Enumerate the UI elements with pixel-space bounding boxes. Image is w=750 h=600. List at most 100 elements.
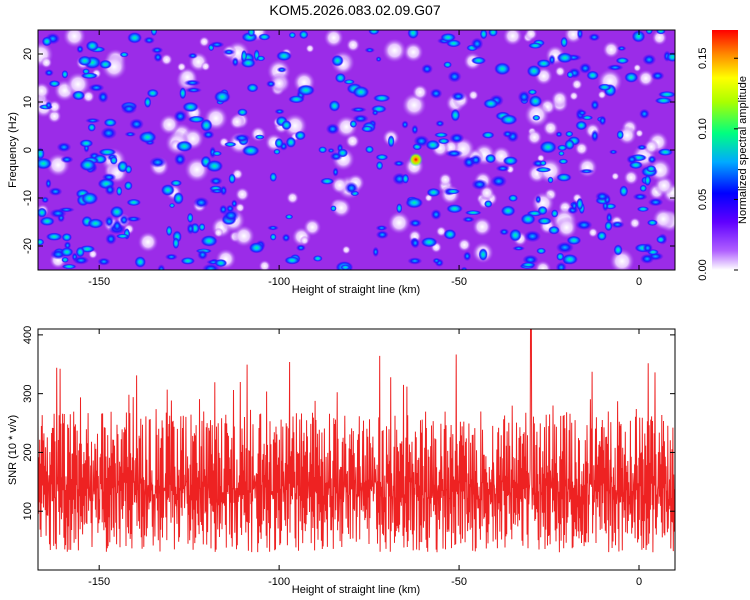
- heatmap-cell: [387, 135, 395, 148]
- heatmap-cell: [432, 257, 441, 264]
- heatmap-low-patch: [577, 157, 598, 178]
- heatmap-cell: [169, 202, 176, 209]
- heatmap-cell: [644, 174, 652, 187]
- heatmap-low-patch: [213, 227, 224, 238]
- heatmap-low-patch: [652, 208, 675, 231]
- heatmap-low-patch: [550, 90, 569, 108]
- heatmap-cell: [606, 64, 624, 71]
- colorbar-tick-label: 0.05: [697, 189, 709, 210]
- heatmap-cell: [576, 30, 584, 40]
- heatmap-y-tick-label: 10: [22, 96, 34, 108]
- heatmap-cell: [45, 232, 63, 241]
- heatmap-low-patch: [235, 187, 250, 202]
- heatmap-cell: [143, 36, 155, 44]
- heatmap-low-patch: [524, 30, 538, 41]
- colorbar-ticks: 0.00 0.05 0.10 0.15: [697, 48, 738, 281]
- heatmap-cell: [556, 52, 574, 64]
- heatmap-y-tick-label: -20: [22, 238, 34, 254]
- heatmap-x-ticks: -150 -100 -50 0: [88, 30, 642, 288]
- heatmap-cell: [609, 149, 618, 155]
- heatmap-cell: [237, 108, 248, 117]
- heatmap-cell: [197, 249, 208, 261]
- heatmap-cell: [340, 264, 351, 270]
- heatmap-cell: [98, 148, 117, 156]
- heatmap-cell: [590, 99, 600, 111]
- heatmap-cell: [502, 156, 519, 166]
- heatmap-cell: [598, 115, 607, 126]
- heatmap-low-patch: [468, 89, 479, 101]
- heatmap-cell: [285, 136, 297, 148]
- heatmap-cell: [209, 188, 225, 194]
- heatmap-cell: [38, 157, 52, 170]
- heatmap-low-patch: [623, 169, 639, 186]
- heatmap-cell: [364, 47, 375, 53]
- heatmap-cell: [401, 173, 410, 184]
- heatmap-cell: [149, 156, 167, 168]
- heatmap-cell: [483, 98, 499, 109]
- heatmap-cell: [645, 30, 653, 35]
- figure-title: KOM5.2026.083.02.09.G07: [269, 2, 440, 18]
- heatmap-cell: [288, 31, 297, 39]
- heatmap-low-patch: [629, 217, 641, 229]
- heatmap-cell: [116, 186, 123, 197]
- heatmap-cell: [256, 55, 266, 62]
- heatmap-cell: [103, 118, 117, 127]
- heatmap-cell: [343, 79, 355, 85]
- heatmap-cell: [120, 103, 138, 115]
- heatmap-cell: [61, 263, 77, 270]
- heatmap-cell: [494, 62, 511, 76]
- heatmap-cell: [79, 158, 97, 172]
- heatmap-cell: [265, 80, 276, 88]
- heatmap-cell: [556, 173, 572, 182]
- heatmap-cell: [150, 30, 158, 37]
- heatmap-cell: [200, 118, 213, 132]
- heatmap-cell: [485, 153, 497, 164]
- heatmap-cell: [212, 150, 223, 157]
- heatmap-cell: [443, 229, 457, 240]
- heatmap-cell: [368, 30, 380, 35]
- heatmap-cell: [570, 200, 578, 211]
- heatmap-cell: [512, 245, 526, 251]
- heatmap-low-patch: [617, 125, 637, 145]
- heatmap-cell: [605, 211, 613, 224]
- heatmap-cell: [639, 184, 647, 192]
- heatmap-cell: [499, 114, 518, 126]
- heatmap-cell: [561, 253, 578, 265]
- heatmap-cell: [173, 191, 184, 205]
- heatmap-low-patch: [502, 30, 523, 46]
- heatmap-cell: [200, 235, 218, 247]
- heatmap-cell: [555, 131, 563, 138]
- heatmap-cell: [44, 69, 54, 77]
- heatmap-cell: [79, 139, 94, 148]
- heatmap-cell: [578, 62, 592, 74]
- heatmap-cell: [231, 56, 239, 68]
- heatmap-cell: [401, 120, 409, 129]
- snr-x-ticks: -150 -100 -50 0: [88, 329, 642, 588]
- heatmap-cell: [213, 90, 231, 104]
- heatmap-cell: [565, 130, 574, 138]
- heatmap-cell: [75, 246, 85, 258]
- heatmap-cell: [170, 179, 183, 187]
- heatmap-cell: [202, 130, 215, 140]
- heatmap-cell: [125, 216, 142, 222]
- heatmap-cell: [566, 71, 574, 79]
- heatmap-cell: [509, 228, 522, 242]
- heatmap-cell: [502, 130, 513, 138]
- heatmap-cell: [447, 70, 462, 83]
- heatmap-cell: [647, 155, 657, 164]
- heatmap-cell: [276, 50, 292, 62]
- heatmap-cell: [375, 160, 384, 171]
- heatmap-low-patch: [611, 172, 620, 181]
- heatmap-cell: [80, 192, 99, 205]
- heatmap-cell: [446, 204, 463, 214]
- heatmap-cell: [443, 61, 452, 69]
- heatmap-cell: [56, 142, 72, 153]
- heatmap-x-axis-title: Height of straight line (km): [292, 284, 420, 296]
- heatmap-cell: [421, 63, 433, 75]
- heatmap-low-patch: [299, 235, 310, 246]
- heatmap-cell: [180, 257, 196, 265]
- heatmap-cell: [575, 219, 593, 231]
- heatmap-cell: [39, 216, 55, 226]
- heatmap-cell: [484, 200, 493, 208]
- heatmap-y-axis-title: Frequency (Hz): [7, 112, 19, 188]
